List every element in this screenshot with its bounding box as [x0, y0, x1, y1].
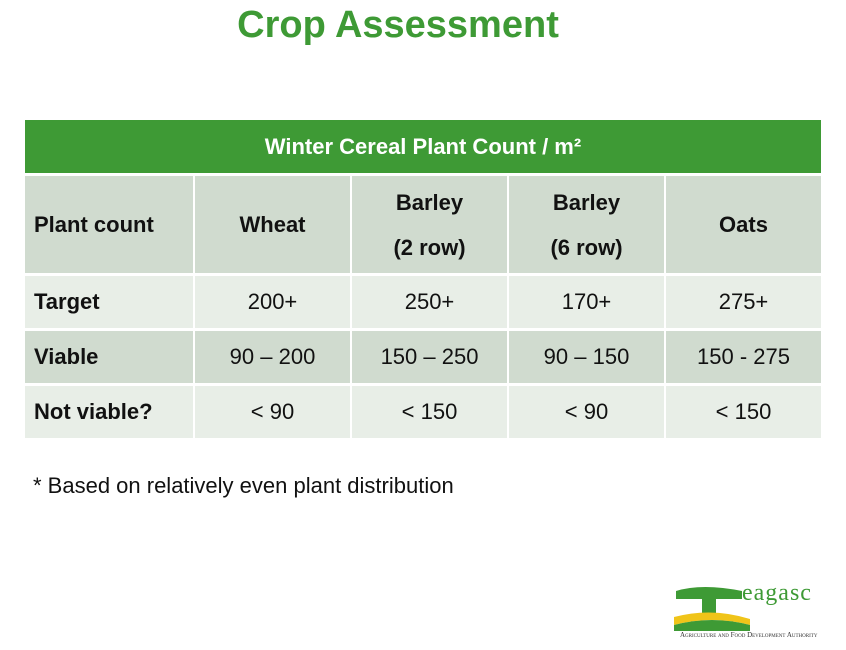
footnote: * Based on relatively even plant distrib… [33, 473, 454, 498]
table-cell: < 90 [195, 386, 350, 438]
header-text: (2 row) [393, 234, 466, 260]
table-cell: < 150 [352, 386, 507, 438]
logo-name: eagasc [742, 580, 812, 606]
header-text: Wheat [239, 212, 306, 237]
table-cell: Not viable? [25, 386, 193, 438]
slide-title: Crop Assessment [237, 4, 559, 46]
table-cell: 90 – 200 [195, 331, 350, 383]
header-cell: Barley (6 row) [509, 176, 664, 273]
table-cell: < 90 [509, 386, 664, 438]
table-cell: 170+ [509, 276, 664, 328]
header-cell: Plant count [25, 176, 193, 273]
table-cell: 200+ [195, 276, 350, 328]
table-cell: 250+ [352, 276, 507, 328]
table-cell: Viable [25, 331, 193, 383]
table-cell: 150 - 275 [666, 331, 821, 383]
header-text: (6 row) [550, 234, 623, 260]
header-cell: Barley (2 row) [352, 176, 507, 273]
header-text: Oats [719, 212, 768, 237]
header-text: Barley [395, 189, 464, 215]
table-cell: 275+ [666, 276, 821, 328]
logo-mark [674, 587, 750, 631]
table-cell: < 150 [666, 386, 821, 438]
header-text: Barley [552, 189, 621, 215]
table-caption: Winter Cereal Plant Count / m² [25, 120, 821, 173]
header-cell: Oats [666, 176, 821, 273]
table-cell: Target [25, 276, 193, 328]
logo-tagline: Agriculture and Food Development Authori… [680, 631, 818, 639]
table-cell: 150 – 250 [352, 331, 507, 383]
header-cell: Wheat [195, 176, 350, 273]
header-text: Plant count [34, 212, 154, 237]
table-cell: 90 – 150 [509, 331, 664, 383]
